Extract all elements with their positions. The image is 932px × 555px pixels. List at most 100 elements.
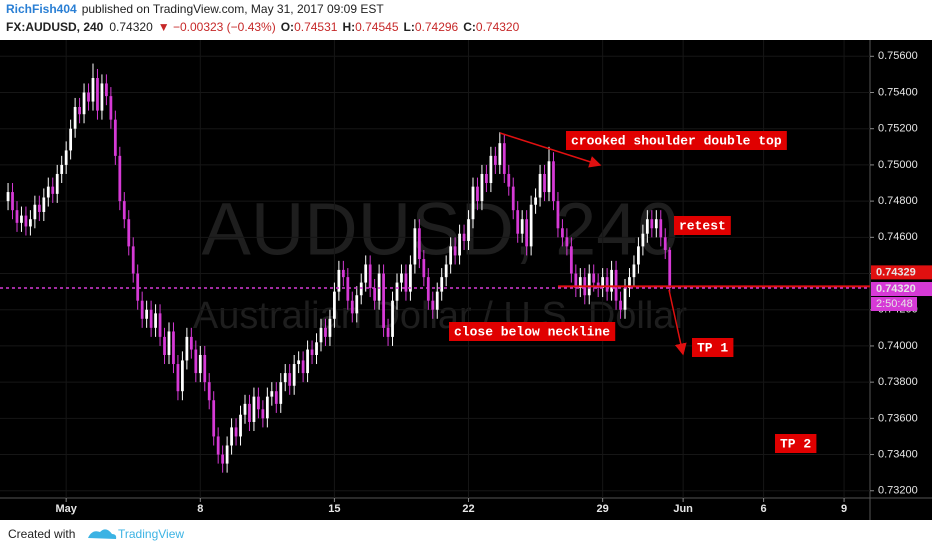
x-tick-label: 6 xyxy=(761,503,767,515)
candle-body xyxy=(596,282,600,289)
quote-label: C: xyxy=(463,20,476,34)
candle-body xyxy=(11,192,14,211)
quote-value: 0.74296 xyxy=(415,20,459,34)
watermark: AUDUSD, 240 xyxy=(201,188,678,271)
candle-body xyxy=(601,277,605,289)
candle-body xyxy=(493,155,497,165)
candle-body xyxy=(328,318,332,337)
candle-body xyxy=(467,219,470,241)
candle-body xyxy=(511,186,515,211)
brand[interactable]: TradingView xyxy=(118,527,184,541)
candle-body xyxy=(234,427,238,437)
quote-label: O: xyxy=(281,20,294,34)
candle-body xyxy=(364,264,368,283)
candle-body xyxy=(359,282,363,296)
candle-body xyxy=(373,288,377,301)
x-tick-label: Jun xyxy=(673,503,693,515)
candle-body xyxy=(207,382,211,401)
candle-body xyxy=(382,273,385,328)
x-tick-label: May xyxy=(55,503,77,515)
candle-body xyxy=(610,269,613,292)
candle-body xyxy=(221,454,225,464)
x-tick-label: 22 xyxy=(462,503,474,515)
candle-body xyxy=(431,300,435,310)
candle-body xyxy=(565,237,569,247)
candle-body xyxy=(355,295,359,314)
annotation: TP 2 xyxy=(780,436,811,451)
candle-body xyxy=(623,288,627,310)
header-line: RichFish404 published on TradingView.com,… xyxy=(6,2,384,16)
y-tick-label: 0.75200 xyxy=(878,123,918,135)
y-tick-label: 0.73200 xyxy=(878,485,918,497)
candle-body xyxy=(400,273,403,283)
candle-body xyxy=(489,155,493,184)
candle-body xyxy=(225,445,229,464)
candle-body xyxy=(498,143,502,165)
candle-body xyxy=(395,282,399,301)
candle-body xyxy=(261,409,265,419)
logo xyxy=(88,529,117,539)
price-tag xyxy=(871,282,932,297)
candle-body xyxy=(641,233,645,247)
candle-body xyxy=(592,273,596,283)
candle-body xyxy=(96,78,99,111)
candle-body xyxy=(561,228,564,238)
candle-body xyxy=(51,186,55,194)
candle-body xyxy=(552,161,555,202)
candle-body xyxy=(33,204,37,220)
candle-body xyxy=(288,373,292,386)
annotation-box xyxy=(674,216,731,235)
candle-body xyxy=(203,354,207,383)
candle-body xyxy=(556,201,560,229)
arrow xyxy=(499,132,602,168)
candle-body xyxy=(337,269,341,292)
candle-body xyxy=(131,246,135,274)
candle-body xyxy=(525,219,529,247)
candle-body xyxy=(516,210,520,234)
candle-body xyxy=(663,237,667,250)
y-tick-label: 0.73600 xyxy=(878,412,918,424)
quote-value: 0.74320 xyxy=(476,20,520,34)
countdown: 2:50:48 xyxy=(876,298,913,310)
candle-body xyxy=(154,313,157,328)
candle-body xyxy=(24,215,28,227)
candle-body xyxy=(46,186,50,198)
candle-body xyxy=(270,391,274,397)
candle-body xyxy=(82,92,86,115)
candle-body xyxy=(216,436,220,455)
candle-body xyxy=(350,300,354,314)
candle-body xyxy=(587,273,591,296)
price-tag-label: 0.74329 xyxy=(876,266,916,278)
candle-body xyxy=(118,155,122,202)
candle-body xyxy=(659,219,663,238)
candle-body xyxy=(310,349,314,355)
annotation: crooked shoulder double top xyxy=(571,133,782,148)
candle-body xyxy=(440,277,444,292)
published: published on TradingView.com, May 31, 20… xyxy=(82,2,385,16)
candle-body xyxy=(297,360,301,365)
candle-body xyxy=(444,264,448,278)
candle-body xyxy=(435,291,439,310)
candle-body xyxy=(471,186,475,220)
author[interactable]: RichFish404 xyxy=(6,2,77,16)
candle-body xyxy=(333,291,336,319)
quote-label: L: xyxy=(404,20,415,34)
candle-body xyxy=(42,197,46,212)
candle-body xyxy=(113,119,117,156)
symbol: FX:AUDUSD, 240 xyxy=(6,20,104,34)
candle-body xyxy=(283,373,287,383)
candle-body xyxy=(654,219,658,229)
candle-body xyxy=(632,264,636,278)
candle-body xyxy=(292,364,296,386)
candle-body xyxy=(176,364,180,392)
candle-body xyxy=(69,128,73,151)
candle-body xyxy=(78,106,81,115)
candle-body xyxy=(167,331,171,355)
x-tick-label: 8 xyxy=(197,503,203,515)
annotation-box xyxy=(566,131,787,150)
candle-body xyxy=(417,228,421,260)
candle-body xyxy=(163,336,166,355)
candle-body xyxy=(614,269,618,301)
